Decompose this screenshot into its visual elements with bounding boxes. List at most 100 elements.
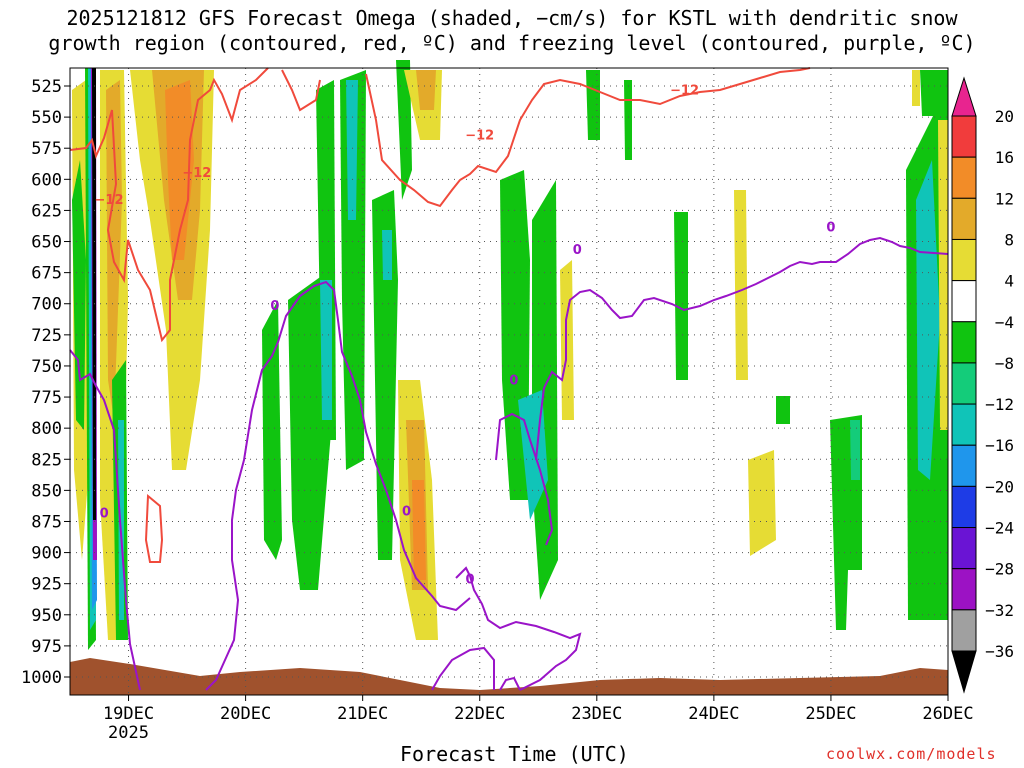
colorbar-top-arrow [951,76,977,117]
freezing-level-contour-line [499,676,521,691]
colorbar-label: 16 [995,148,1014,167]
freezing-level-contour-line [205,280,471,691]
colorbar-swatch [951,527,977,570]
omega-blob [916,160,940,480]
colorbar-swatch [951,568,977,611]
omega-blob [748,450,776,556]
freezing-level-contour-line [535,236,949,461]
terrain-fill [70,658,948,695]
omega-blob [920,70,948,116]
colorbar-swatch [951,362,977,405]
dgz-contour-line [144,493,164,563]
contour-label: 0 [402,504,411,519]
y-tick-label: 600 [31,170,62,190]
omega-blob [850,420,860,480]
colorbar-bottom-arrow [951,650,977,694]
colorbar-swatch [951,238,977,282]
x-year-label: 2025 [108,723,149,743]
y-tick-label: 775 [31,388,62,408]
y-tick-label: 825 [31,450,62,470]
freezing-level-contour-line [495,412,554,546]
contours: −12 −12 −12 −12 0 0 0 0 0 0 0 [69,67,949,691]
contour-label: 0 [100,507,109,522]
y-tick-label: 800 [31,419,62,439]
colorbar-swatch [951,115,977,158]
colorbar-swatch [951,280,977,323]
colorbar-label: −36 [985,642,1014,661]
colorbar-swatch [951,156,977,199]
omega-blob [912,70,920,106]
y-tick-label: 575 [31,139,62,159]
omega-blob [106,80,122,420]
colorbar-swatch [951,321,977,364]
colorbar-label: 8 [1004,230,1014,249]
y-tick-label: 925 [31,575,62,595]
x-tick-label: 19DEC [103,704,154,724]
omega-blob [674,212,688,380]
omega-blob [936,520,948,575]
y-tick-label: 550 [31,108,62,128]
colorbar-label: 20 [995,107,1014,126]
y-tick-label: 950 [31,606,62,626]
contour-label: 0 [465,573,474,588]
omega-blob [586,70,600,140]
title-line-1: 2025121812 GFS Forecast Omega (shaded, −… [66,6,958,30]
omega-blob [372,190,398,560]
omega-blob [382,230,392,280]
dgz-contour-line [281,69,321,112]
omega-blob [416,70,436,110]
contour-label: 0 [509,374,518,389]
omega-blob [320,280,332,420]
colorbar-label: −24 [985,519,1014,538]
credit-link[interactable]: coolwx.com/models [826,745,997,763]
title-line-2: growth region (contoured, red, ºC) and f… [48,31,976,55]
colorbar-label: −32 [985,601,1014,620]
contour-label: 0 [270,299,279,314]
colorbar-label: −20 [985,477,1014,496]
omega-blob [346,80,358,220]
omega-blob [340,70,366,470]
y-tick-label: 1000 [21,668,62,688]
x-tick-label: 23DEC [571,704,622,724]
chart-title: 2025121812 GFS Forecast Omega (shaded, −… [0,6,1024,56]
x-tick-label: 26DEC [922,704,973,724]
y-tick-label: 650 [31,233,62,253]
contour-label: −12 [465,129,494,144]
y-tick-label: 900 [31,544,62,564]
contour-label: −12 [670,84,699,99]
x-tick-label: 20DEC [220,704,271,724]
y-tick-label: 700 [31,295,62,315]
omega-blob [165,80,194,260]
omega-blob [412,480,426,580]
colorbar-label: −4 [995,313,1014,332]
terrain-surface [70,658,948,695]
omega-blob [92,68,96,520]
colorbar-label: 4 [1004,272,1014,291]
colorbar-swatch [951,485,977,529]
dgz-contour-line [69,67,269,343]
colorbar-label: −8 [995,354,1014,373]
x-tick-label: 21DEC [337,704,388,724]
contour-label: −12 [182,166,211,181]
contour-label: 0 [826,221,835,236]
omega-blob [734,190,748,380]
omega-blob [72,160,86,430]
y-tick-label: 675 [31,264,62,284]
x-tick-label: 25DEC [805,704,856,724]
dgz-contour-line [365,67,811,208]
omega-blob [262,300,282,560]
omega-blob [396,60,412,200]
freezing-level-contour-line [69,349,141,691]
colorbar-swatch [951,403,977,446]
y-tick-label: 975 [31,637,62,657]
colorbar-swatch [951,197,977,240]
freezing-level-contour-line [431,646,495,691]
x-tick-label: 22DEC [454,704,505,724]
y-tick-label: 750 [31,357,62,377]
freezing-level-contour-line [455,566,582,691]
colorbar-swatch [951,444,977,487]
y-tick-label: 725 [31,326,62,346]
omega-blob [776,396,790,424]
omega-blob [532,180,558,600]
